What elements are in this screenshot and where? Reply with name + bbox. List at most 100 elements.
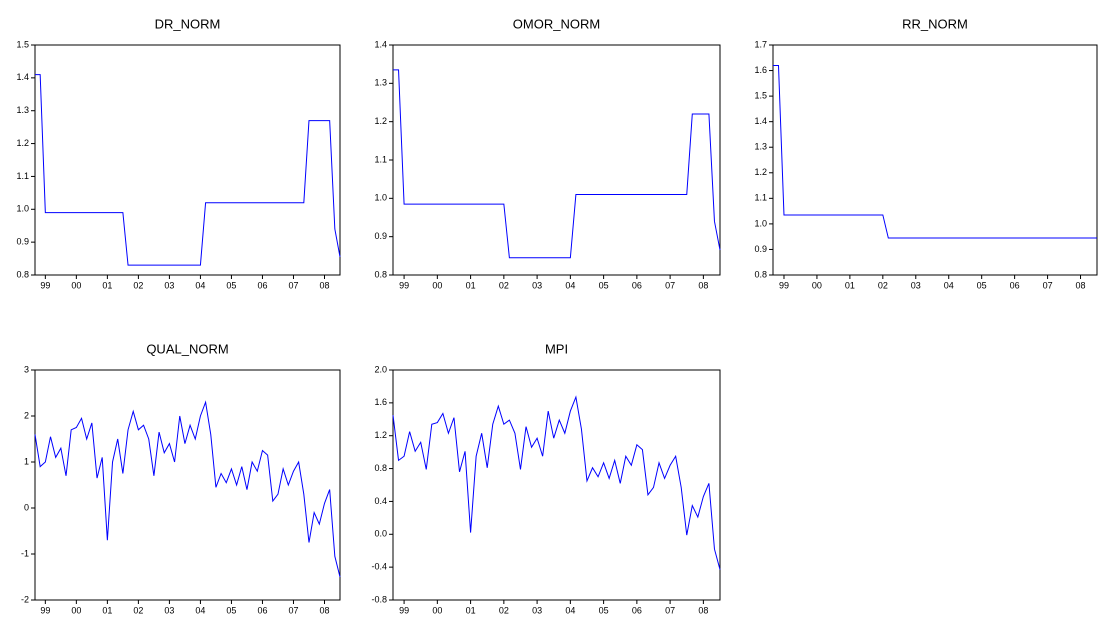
x-tick-label: 05 bbox=[226, 280, 236, 290]
x-tick-label: 07 bbox=[288, 605, 298, 615]
x-tick-label: 99 bbox=[40, 280, 50, 290]
x-tick-label: 02 bbox=[499, 280, 509, 290]
x-tick-label: 05 bbox=[599, 605, 609, 615]
data-line bbox=[392, 395, 721, 570]
x-tick-label: 00 bbox=[812, 280, 822, 290]
x-tick-label: 03 bbox=[164, 605, 174, 615]
y-tick-label: 0.8 bbox=[16, 269, 29, 279]
x-tick-label: 04 bbox=[195, 605, 205, 615]
chart-title: QUAL_NORM bbox=[146, 341, 228, 356]
x-tick-label: 03 bbox=[164, 280, 174, 290]
x-tick-label: 02 bbox=[499, 605, 509, 615]
x-tick-label: 06 bbox=[632, 280, 642, 290]
x-tick-label: 06 bbox=[257, 605, 267, 615]
data-line bbox=[35, 74, 341, 266]
chart-title: OMOR_NORM bbox=[513, 16, 600, 31]
y-tick-label: 1.4 bbox=[16, 72, 29, 82]
y-tick-label: 1.0 bbox=[754, 218, 767, 228]
x-tick-label: 00 bbox=[71, 605, 81, 615]
y-tick-label: 1.2 bbox=[374, 116, 387, 126]
x-tick-label: 99 bbox=[399, 605, 409, 615]
data-line bbox=[773, 64, 1097, 239]
x-tick-label: 00 bbox=[432, 605, 442, 615]
x-tick-label: 04 bbox=[565, 280, 575, 290]
plot-frame bbox=[34, 369, 341, 601]
y-tick-label: 0.8 bbox=[374, 463, 387, 473]
x-tick-label: 99 bbox=[40, 605, 50, 615]
x-tick-label: 03 bbox=[532, 605, 542, 615]
x-tick-label: 02 bbox=[878, 280, 888, 290]
x-tick-label: 08 bbox=[1076, 280, 1086, 290]
y-tick-label: 1.1 bbox=[16, 171, 29, 181]
x-tick-label: 06 bbox=[1010, 280, 1020, 290]
y-tick-label: 0.9 bbox=[374, 231, 387, 241]
y-tick-label: 1.3 bbox=[16, 105, 29, 115]
chart-title: MPI bbox=[545, 341, 568, 356]
y-tick-label: 1.3 bbox=[374, 78, 387, 88]
y-tick-label: 1.0 bbox=[374, 193, 387, 203]
x-tick-label: 02 bbox=[133, 280, 143, 290]
x-tick-label: 04 bbox=[565, 605, 575, 615]
x-tick-label: 01 bbox=[102, 605, 112, 615]
x-tick-label: 03 bbox=[911, 280, 921, 290]
x-tick-label: 08 bbox=[698, 605, 708, 615]
plot-frame bbox=[772, 44, 1098, 276]
y-tick-label: 1.0 bbox=[16, 204, 29, 214]
y-tick-label: -0.4 bbox=[371, 562, 387, 572]
y-tick-label: -1 bbox=[21, 548, 29, 558]
x-tick-label: 00 bbox=[71, 280, 81, 290]
y-tick-label: 1.4 bbox=[374, 39, 387, 49]
x-tick-label: 07 bbox=[665, 280, 675, 290]
y-tick-label: 1.5 bbox=[16, 39, 29, 49]
y-tick-label: 0 bbox=[24, 502, 29, 512]
y-tick-label: 1.6 bbox=[754, 65, 767, 75]
x-tick-label: 07 bbox=[665, 605, 675, 615]
y-tick-label: 0.8 bbox=[374, 269, 387, 279]
x-tick-label: 01 bbox=[466, 280, 476, 290]
y-tick-label: 0.9 bbox=[16, 237, 29, 247]
plot-frame bbox=[392, 44, 721, 276]
x-tick-label: 04 bbox=[944, 280, 954, 290]
y-tick-label: 0.0 bbox=[374, 529, 387, 539]
x-tick-label: 05 bbox=[977, 280, 987, 290]
y-tick-label: 2 bbox=[24, 410, 29, 420]
x-tick-label: 01 bbox=[466, 605, 476, 615]
x-tick-label: 00 bbox=[432, 280, 442, 290]
y-tick-label: 1.5 bbox=[754, 90, 767, 100]
y-tick-label: -2 bbox=[21, 594, 29, 604]
x-tick-label: 04 bbox=[195, 280, 205, 290]
x-tick-label: 08 bbox=[319, 280, 329, 290]
y-tick-label: 1.2 bbox=[16, 138, 29, 148]
chart-title: DR_NORM bbox=[155, 16, 221, 31]
x-tick-label: 07 bbox=[288, 280, 298, 290]
y-tick-label: 1.4 bbox=[754, 116, 767, 126]
x-tick-label: 08 bbox=[698, 280, 708, 290]
x-tick-label: 99 bbox=[399, 280, 409, 290]
y-tick-label: 1.3 bbox=[754, 142, 767, 152]
data-line bbox=[393, 69, 721, 259]
chart-title: RR_NORM bbox=[902, 16, 968, 31]
y-tick-label: -0.8 bbox=[371, 594, 387, 604]
x-tick-label: 99 bbox=[779, 280, 789, 290]
x-tick-label: 06 bbox=[632, 605, 642, 615]
y-tick-label: 1.6 bbox=[374, 397, 387, 407]
y-tick-label: 1.2 bbox=[754, 167, 767, 177]
y-tick-label: 0.9 bbox=[754, 244, 767, 254]
y-tick-label: 1.2 bbox=[374, 430, 387, 440]
plot-frame bbox=[34, 44, 341, 276]
y-tick-label: 2.0 bbox=[374, 364, 387, 374]
x-tick-label: 01 bbox=[845, 280, 855, 290]
x-tick-label: 01 bbox=[102, 280, 112, 290]
x-tick-label: 05 bbox=[599, 280, 609, 290]
x-tick-label: 07 bbox=[1043, 280, 1053, 290]
x-tick-label: 02 bbox=[133, 605, 143, 615]
x-tick-label: 08 bbox=[319, 605, 329, 615]
x-tick-label: 06 bbox=[257, 280, 267, 290]
plot-frame bbox=[392, 369, 721, 601]
data-line bbox=[34, 400, 341, 578]
y-tick-label: 1.1 bbox=[374, 154, 387, 164]
x-tick-label: 05 bbox=[226, 605, 236, 615]
y-tick-label: 0.4 bbox=[374, 496, 387, 506]
y-tick-label: 0.8 bbox=[754, 269, 767, 279]
